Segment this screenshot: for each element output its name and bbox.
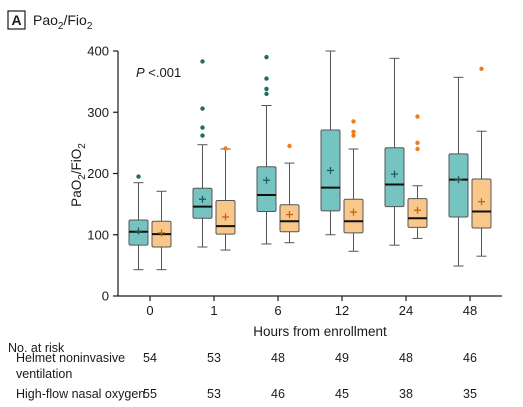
risk-value: 54 [143,351,157,365]
risk-value: 38 [399,387,413,401]
helmet-outlier [264,86,269,92]
helmet-box [192,187,213,219]
risk-values: 54 53 48 49 48 46 55 53 46 45 38 35 [143,351,477,401]
x-axis-title: Hours from enrollment [253,324,387,339]
helmet-box [256,166,277,212]
helmet-outlier [136,174,141,179]
helmet-outlier [200,133,205,138]
helmet-outlier [200,125,205,130]
panel-letter-box [7,10,26,30]
x-tick-label: 48 [463,303,477,318]
y-tick-label: 200 [87,166,109,181]
risk-value: 48 [399,351,413,365]
risk-table-header: No. at risk [8,341,65,355]
risk-row-label-helmet-line1: Helmet noninvasive [16,351,125,365]
risk-value: 48 [271,351,285,365]
hfno-outlier [287,143,292,149]
x-tick-label: 0 [146,303,153,318]
risk-value: 45 [335,387,349,401]
hfno-outlier [351,119,356,124]
helmet-box [448,153,469,218]
risk-value: 35 [463,387,477,401]
x-tick-label: 12 [335,303,349,318]
y-tick-label: 300 [87,105,109,120]
hfno-box [279,204,300,233]
hfno-outlier [351,133,356,138]
y-tick-label: 0 [102,289,109,304]
hfno-outlier [415,114,420,119]
hfno-outlier [351,129,356,135]
risk-value: 53 [207,387,221,401]
risk-value: 46 [463,351,477,365]
helmet-outlier [264,76,269,81]
helmet-outlier [264,91,269,97]
risk-value: 55 [143,387,157,401]
risk-row-label-hfno: High-flow nasal oxygen [16,387,145,401]
y-tick-label: 100 [87,227,109,242]
y-axis-title: PaO2/FiO2 [69,143,88,207]
risk-value: 46 [271,387,285,401]
risk-value: 53 [207,351,221,365]
x-tick-label: 24 [399,303,413,318]
hfno-outlier [415,140,420,146]
panel-title: Pao2/Fio2 [33,12,93,32]
hfno-outlier [479,66,484,71]
y-tick-label: 400 [87,44,109,59]
panel-letter: A [11,12,21,28]
hfno-outlier [415,146,420,152]
helmet-outlier [200,59,205,64]
risk-value: 49 [335,351,349,365]
helmet-outlier [200,106,205,111]
hfno-box [343,198,364,234]
p-value-annotation: P <.001 [136,65,181,80]
plot-area: 0 100 200 300 400 0 1 6 12 24 48 [87,44,502,318]
helmet-outlier [264,54,269,60]
x-tick-label: 6 [274,303,281,318]
x-tick-label: 1 [210,303,217,318]
hfno-outlier [223,146,228,151]
risk-row-label-helmet-line2: ventilation [16,367,72,381]
